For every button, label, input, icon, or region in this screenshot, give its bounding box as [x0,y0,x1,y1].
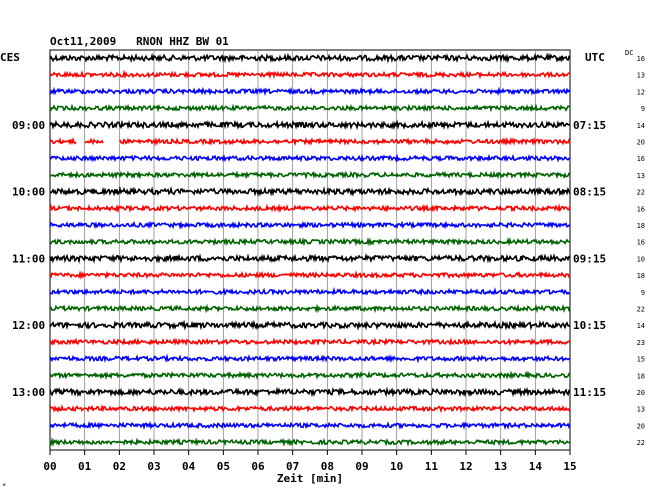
dc-offset-label: 16 [637,155,645,163]
x-tick-label: 15 [563,460,576,473]
dc-offset-label: 14 [637,322,645,330]
dc-offset-label: 23 [637,339,645,347]
seismic-trace-8 [49,170,570,180]
x-tick-label: 00 [43,460,56,473]
seismic-trace-7 [49,153,571,163]
seismic-trace-24 [49,437,571,448]
right-time-label: 10:15 [573,319,606,332]
plot-frame [49,49,571,451]
dc-offset-label: 15 [637,356,645,364]
x-tick-label: 07 [286,460,299,473]
dc-offset-label: 16 [637,205,645,213]
dc-offset-label: 10 [637,255,645,263]
x-tick-label: 14 [529,460,543,473]
x-tick-label: 04 [182,460,196,473]
left-time-label: 11:00 [12,252,45,265]
seismic-trace-17 [49,319,571,331]
dc-offset-label: 22 [637,189,645,197]
left-time-label: 10:00 [12,186,45,199]
right-time-label: 08:15 [573,186,606,199]
x-tick-label: 06 [251,460,265,473]
seismic-trace-3 [49,86,571,97]
dc-offset-label: 9 [641,289,645,297]
seismic-trace-9 [49,185,571,198]
x-tick-label: 01 [78,460,92,473]
seismic-trace-16 [49,303,571,314]
seismic-trace-10 [49,203,571,214]
x-axis-label: Zeit [min] [277,472,343,485]
seismic-trace-11 [49,220,571,230]
seismic-trace-5 [49,119,571,131]
dc-offset-label: 20 [637,139,645,147]
dc-offset-label: 13 [637,72,645,80]
x-tick-label: 05 [217,460,230,473]
x-tick-label: 12 [459,460,472,473]
dc-offset-label: 9 [641,105,645,113]
seismic-trace-1 [49,52,571,64]
x-axis-ticks: 00 01 02 03 04 05 06 07 08 09 10 11 12 13 14 15 [43,460,576,473]
chart-title: Oct11,2009 RNON HHZ BW 01 [50,35,229,48]
dc-offset-label: 18 [637,222,645,230]
left-timezone-label: CES [0,51,20,64]
dc-offset-label: 16 [637,55,645,63]
left-time-label: 13:00 [12,386,45,399]
x-tick-label: 08 [321,460,334,473]
seismic-trace-14 [49,270,571,280]
corner-mark: * [2,482,6,490]
seismic-trace-19 [49,353,571,364]
seismic-trace-15 [49,286,571,297]
dc-header-label: DC [625,49,633,57]
seismic-trace-23 [49,420,571,431]
dc-offset-label: 20 [637,422,645,430]
dc-offset-label: 13 [637,172,645,180]
trace-label-group: 16 13 12 9 14 09:00 07:15 20 16 13 22 10:00 08:15 16 1… [12,55,645,447]
x-tick-label: 03 [147,460,160,473]
x-tick-label: 10 [390,460,403,473]
left-time-label: 12:00 [12,319,45,332]
dc-offset-label: 18 [637,372,645,380]
vertical-gridlines [49,50,571,455]
dc-offset-label: 13 [637,406,645,414]
dc-offset-label: 16 [637,239,645,247]
x-tick-label: 13 [494,460,507,473]
trace-group [49,52,571,448]
right-time-label: 11:15 [573,386,606,399]
dc-offset-label: 20 [637,389,645,397]
dc-offset-label: 22 [637,439,645,447]
seismic-trace-4 [49,103,571,113]
x-tick-label: 11 [425,460,439,473]
seismic-trace-18 [49,337,571,347]
left-time-label: 09:00 [12,119,45,132]
seismic-trace-6 [49,136,571,147]
dc-offset-label: 22 [637,306,645,314]
seismic-trace-13 [49,253,571,265]
right-time-label: 07:15 [573,119,606,132]
right-timezone-label: UTC [585,51,605,64]
dc-offset-label: 14 [637,122,645,130]
seismic-trace-20 [49,370,571,381]
x-tick-label: 09 [355,460,368,473]
seismic-trace-21 [49,386,571,398]
dc-offset-label: 12 [637,88,645,96]
seismic-trace-2 [49,69,570,80]
seismic-trace-12 [49,236,571,247]
right-time-label: 09:15 [573,252,606,265]
dc-offset-label: 18 [637,272,645,280]
seismic-trace-22 [49,403,571,414]
x-tick-label: 02 [113,460,126,473]
